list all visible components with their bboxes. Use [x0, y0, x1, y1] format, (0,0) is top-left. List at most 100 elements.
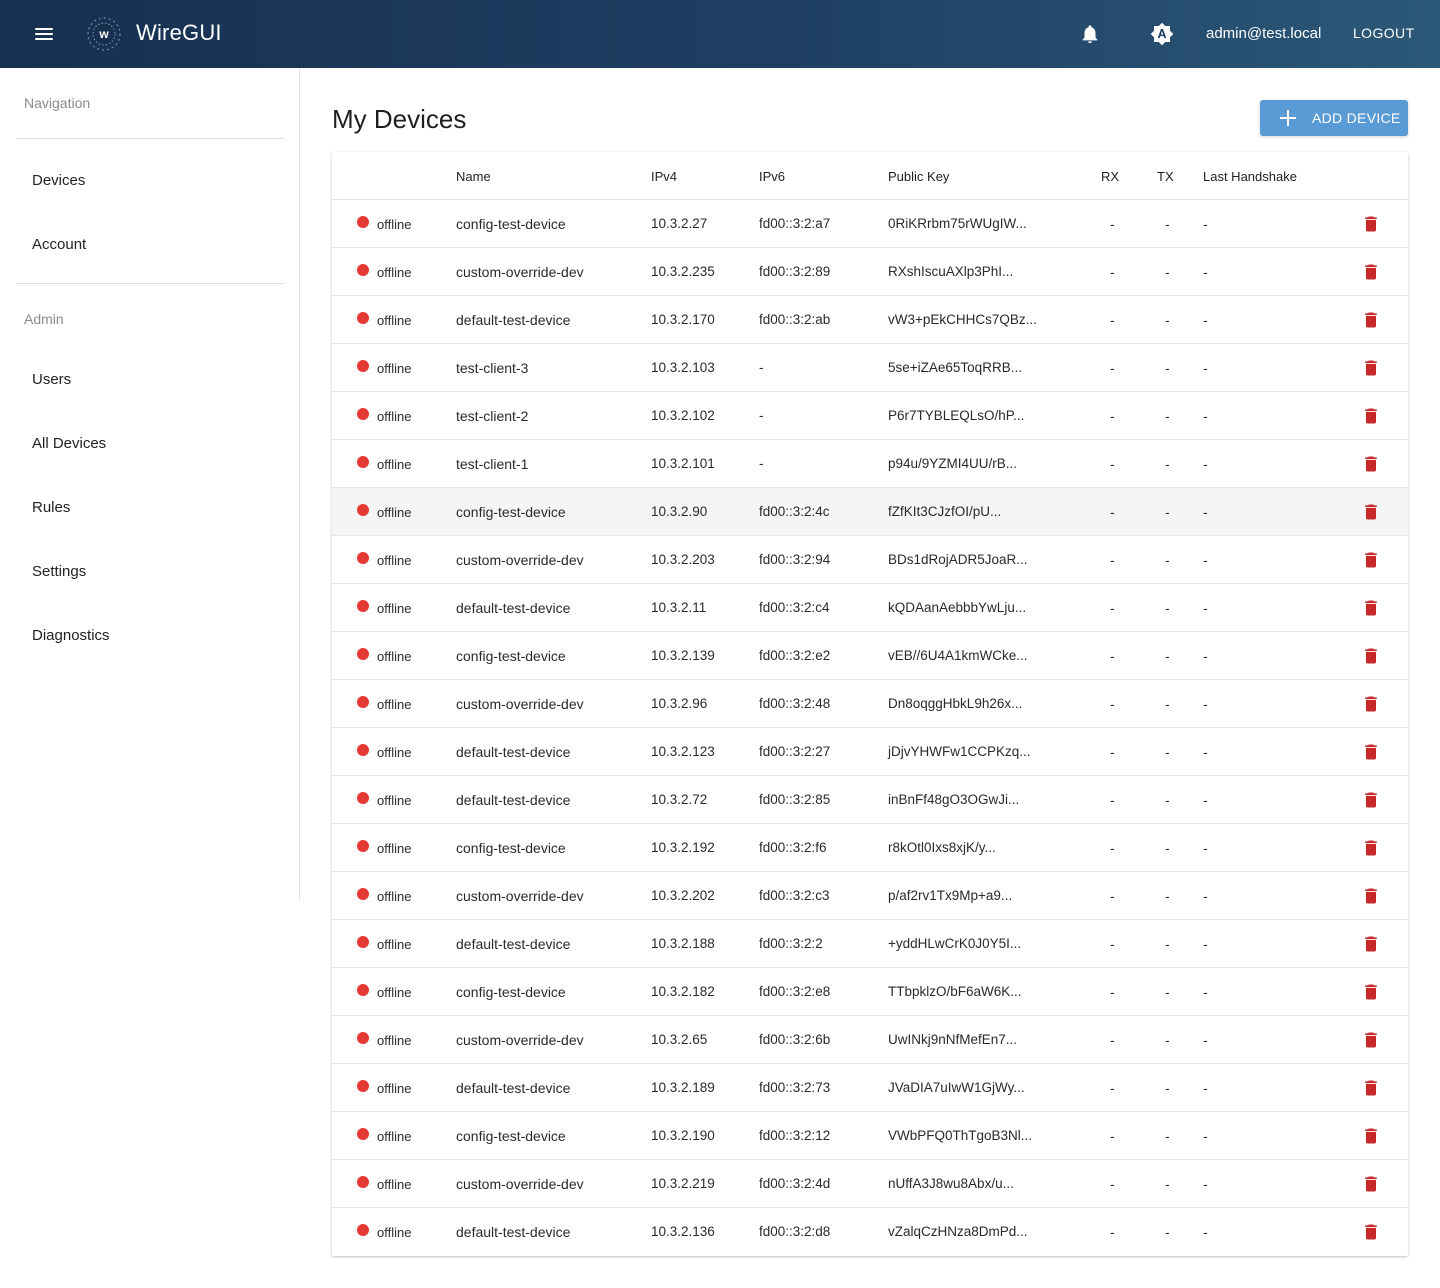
table-row[interactable]: offline custom-override-dev 10.3.2.96 fd00:…: [332, 680, 1408, 728]
table-row[interactable]: offline custom-override-dev 10.3.2.235 fd00…: [332, 248, 1408, 296]
device-status: offline: [377, 937, 412, 952]
trash-icon[interactable]: [1361, 453, 1381, 475]
trash-icon[interactable]: [1361, 309, 1381, 331]
device-status: offline: [377, 841, 412, 856]
trash-icon[interactable]: [1361, 357, 1381, 379]
device-tx: -: [1165, 1176, 1170, 1192]
sidebar-item-devices[interactable]: Devices: [32, 172, 86, 189]
table-row[interactable]: offline test-client-3 10.3.2.103 - 5se+iZAe6…: [332, 344, 1408, 392]
trash-icon[interactable]: [1361, 405, 1381, 427]
column-header-ipv4[interactable]: IPv4: [651, 169, 678, 184]
table-row[interactable]: offline default-test-device 10.3.2.189 fd00…: [332, 1064, 1408, 1112]
table-row[interactable]: offline config-test-device 10.3.2.90 fd00::…: [332, 488, 1408, 536]
device-tx: -: [1165, 264, 1170, 280]
column-header-ipv6[interactable]: IPv6: [759, 169, 786, 184]
device-rx: -: [1110, 1224, 1115, 1240]
table-row[interactable]: offline custom-override-dev 10.3.2.65 fd00:…: [332, 1016, 1408, 1064]
device-name: default-test-device: [456, 600, 571, 616]
table-row[interactable]: offline test-client-1 10.3.2.101 - p94u/9YZM…: [332, 440, 1408, 488]
table-row[interactable]: offline custom-override-dev 10.3.2.219 fd00…: [332, 1160, 1408, 1208]
device-last-handshake: -: [1203, 408, 1208, 424]
device-ipv6: fd00::3:2:48: [759, 696, 831, 711]
trash-icon[interactable]: [1361, 741, 1381, 763]
sidebar-item-rules[interactable]: Rules: [32, 499, 71, 516]
trash-icon[interactable]: [1361, 1221, 1381, 1243]
device-tx: -: [1165, 552, 1170, 568]
sidebar-item-diagnostics[interactable]: Diagnostics: [32, 627, 110, 644]
device-ipv4: 10.3.2.65: [651, 1032, 708, 1047]
device-ipv4: 10.3.2.219: [651, 1176, 715, 1191]
device-name: test-client-3: [456, 360, 529, 376]
device-ipv6: fd00::3:2:12: [759, 1128, 831, 1143]
device-ipv6: fd00::3:2:ab: [759, 312, 831, 327]
bell-icon[interactable]: [1079, 23, 1101, 45]
column-header-public-key[interactable]: Public Key: [888, 169, 950, 184]
device-rx: -: [1110, 216, 1115, 232]
status-dot-icon: [357, 456, 369, 468]
table-row[interactable]: offline config-test-device 10.3.2.139 fd00:…: [332, 632, 1408, 680]
add-device-button[interactable]: ADD DEVICE: [1260, 100, 1408, 136]
device-ipv6: fd00::3:2:73: [759, 1080, 831, 1095]
device-public-key: vEB//6U4A1kmWCke...: [888, 648, 1028, 663]
sidebar-item-all-devices[interactable]: All Devices: [32, 435, 107, 452]
device-ipv4: 10.3.2.96: [651, 696, 708, 711]
device-rx: -: [1110, 600, 1115, 616]
trash-icon[interactable]: [1361, 1077, 1381, 1099]
column-header-rx[interactable]: RX: [1101, 169, 1120, 184]
trash-icon[interactable]: [1361, 1029, 1381, 1051]
device-tx: -: [1165, 1080, 1170, 1096]
device-tx: -: [1165, 1032, 1170, 1048]
table-row[interactable]: offline default-test-device 10.3.2.170 fd00…: [332, 296, 1408, 344]
sidebar-item-users[interactable]: Users: [32, 371, 72, 388]
device-ipv6: fd00::3:2:d8: [759, 1224, 831, 1239]
table-row[interactable]: offline config-test-device 10.3.2.192 fd00:…: [332, 824, 1408, 872]
user-email[interactable]: admin@test.local: [1206, 25, 1322, 42]
trash-icon[interactable]: [1361, 645, 1381, 667]
trash-icon[interactable]: [1361, 789, 1381, 811]
trash-icon[interactable]: [1361, 885, 1381, 907]
table-row[interactable]: offline test-client-2 10.3.2.102 - P6r7TYBLE…: [332, 392, 1408, 440]
sidebar-item-account[interactable]: Account: [32, 236, 87, 253]
table-row[interactable]: offline custom-override-dev 10.3.2.203 fd00…: [332, 536, 1408, 584]
trash-icon[interactable]: [1361, 501, 1381, 523]
device-name: default-test-device: [456, 744, 571, 760]
column-header-last-handshake[interactable]: Last Handshake: [1203, 169, 1297, 184]
trash-icon[interactable]: [1361, 261, 1381, 283]
trash-icon[interactable]: [1361, 933, 1381, 955]
trash-icon[interactable]: [1361, 837, 1381, 859]
table-row[interactable]: offline default-test-device 10.3.2.123 fd00…: [332, 728, 1408, 776]
column-header-name[interactable]: Name: [456, 169, 491, 184]
trash-icon[interactable]: [1361, 693, 1381, 715]
table-row[interactable]: offline default-test-device 10.3.2.11 fd00:…: [332, 584, 1408, 632]
table-row[interactable]: offline custom-override-dev 10.3.2.202 fd00…: [332, 872, 1408, 920]
trash-icon[interactable]: [1361, 981, 1381, 1003]
logout-button[interactable]: LOGOUT: [1353, 25, 1415, 41]
table-row[interactable]: offline default-test-device 10.3.2.72 fd00:…: [332, 776, 1408, 824]
trash-icon[interactable]: [1361, 549, 1381, 571]
table-row[interactable]: offline default-test-device 10.3.2.188 fd00…: [332, 920, 1408, 968]
table-row[interactable]: offline config-test-device 10.3.2.27 fd00::…: [332, 200, 1408, 248]
trash-icon[interactable]: [1361, 213, 1381, 235]
device-tx: -: [1165, 888, 1170, 904]
table-row[interactable]: offline config-test-device 10.3.2.190 fd00:…: [332, 1112, 1408, 1160]
menu-icon[interactable]: [32, 22, 56, 46]
device-ipv6: fd00::3:2:2: [759, 936, 823, 951]
brightness-auto-icon[interactable]: [1150, 22, 1174, 46]
table-row[interactable]: offline config-test-device 10.3.2.182 fd00:…: [332, 968, 1408, 1016]
device-rx: -: [1110, 936, 1115, 952]
table-row[interactable]: offline default-test-device 10.3.2.136 fd00…: [332, 1208, 1408, 1256]
status-dot-icon: [357, 264, 369, 276]
device-ipv6: fd00::3:2:27: [759, 744, 831, 759]
device-name: config-test-device: [456, 504, 566, 520]
sidebar-item-settings[interactable]: Settings: [32, 563, 87, 580]
device-ipv4: 10.3.2.102: [651, 408, 715, 423]
column-header-tx[interactable]: TX: [1157, 169, 1174, 184]
device-status: offline: [377, 793, 412, 808]
status-dot-icon: [357, 936, 369, 948]
trash-icon[interactable]: [1361, 1125, 1381, 1147]
trash-icon[interactable]: [1361, 597, 1381, 619]
device-tx: -: [1165, 648, 1170, 664]
device-public-key: jDjvYHWFw1CCPKzq...: [888, 744, 1031, 759]
trash-icon[interactable]: [1361, 1173, 1381, 1195]
device-last-handshake: -: [1203, 744, 1208, 760]
